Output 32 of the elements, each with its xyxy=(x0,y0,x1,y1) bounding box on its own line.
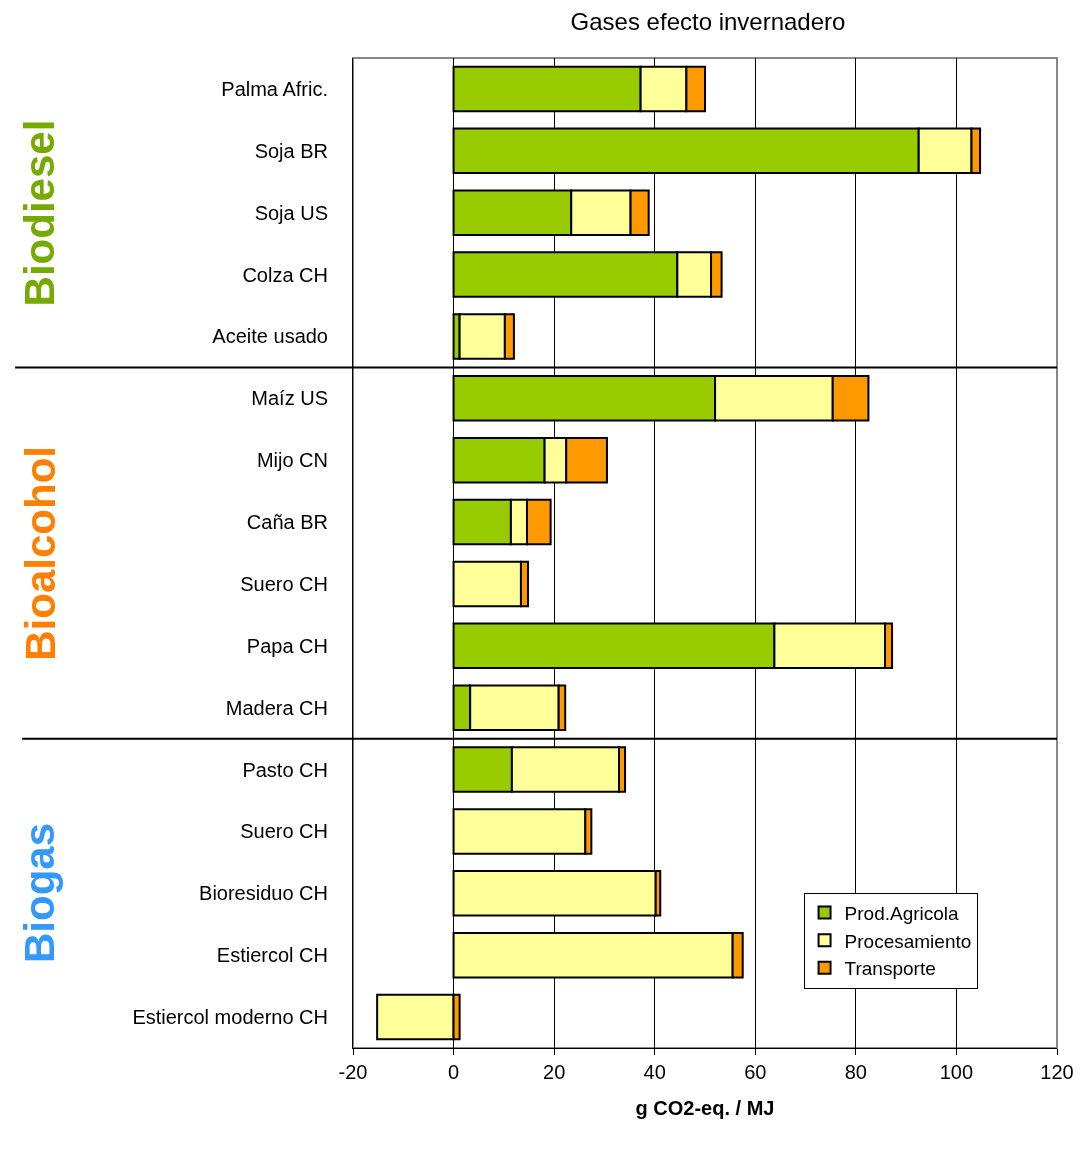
y-tick-label: Estiercol CH xyxy=(216,944,328,967)
x-tick-label: 60 xyxy=(744,1061,767,1083)
y-tick-label: Madera CH xyxy=(225,696,328,719)
y-tick-label: Suero CH xyxy=(240,572,328,595)
x-tick-label: -20 xyxy=(338,1061,368,1083)
y-tick-label: Maíz US xyxy=(251,387,328,410)
text: Biogas xyxy=(16,823,64,964)
x-tick-label: 0 xyxy=(448,1061,460,1083)
text: Biodiesel xyxy=(16,119,64,307)
legend-label: Transporte xyxy=(844,958,936,980)
x-tick-label: 100 xyxy=(939,1061,974,1083)
text: Bioalcohol xyxy=(16,446,64,661)
x-tick-label: 80 xyxy=(844,1061,867,1083)
legend-label: Prod.Agricola xyxy=(844,902,960,924)
x-tick-label: 120 xyxy=(1040,1061,1074,1083)
chart-title: Gases efecto invernadero xyxy=(570,8,846,36)
y-tick-label: Soja US xyxy=(254,201,328,224)
y-tick-label: Caña BR xyxy=(246,511,328,534)
y-tick-label: Palma Afric. xyxy=(221,77,328,100)
y-tick-label: Papa CH xyxy=(246,634,328,657)
y-tick-label: Suero CH xyxy=(240,820,328,843)
y-tick-label: Soja BR xyxy=(254,139,328,162)
x-tick-label: 20 xyxy=(543,1061,566,1083)
x-axis-title: g CO2-eq. / MJ xyxy=(635,1096,775,1119)
x-tick-label: 40 xyxy=(643,1061,666,1083)
y-tick-label: Estiercol moderno CH xyxy=(132,1006,328,1029)
y-tick-label: Aceite usado xyxy=(212,325,328,348)
y-tick-label: Mijo CN xyxy=(256,449,328,472)
y-tick-label: Bioresiduo CH xyxy=(199,882,328,905)
y-tick-label: Pasto CH xyxy=(242,758,328,781)
y-tick-label: Colza CH xyxy=(242,263,328,286)
legend-label: Procesamiento xyxy=(844,930,972,952)
